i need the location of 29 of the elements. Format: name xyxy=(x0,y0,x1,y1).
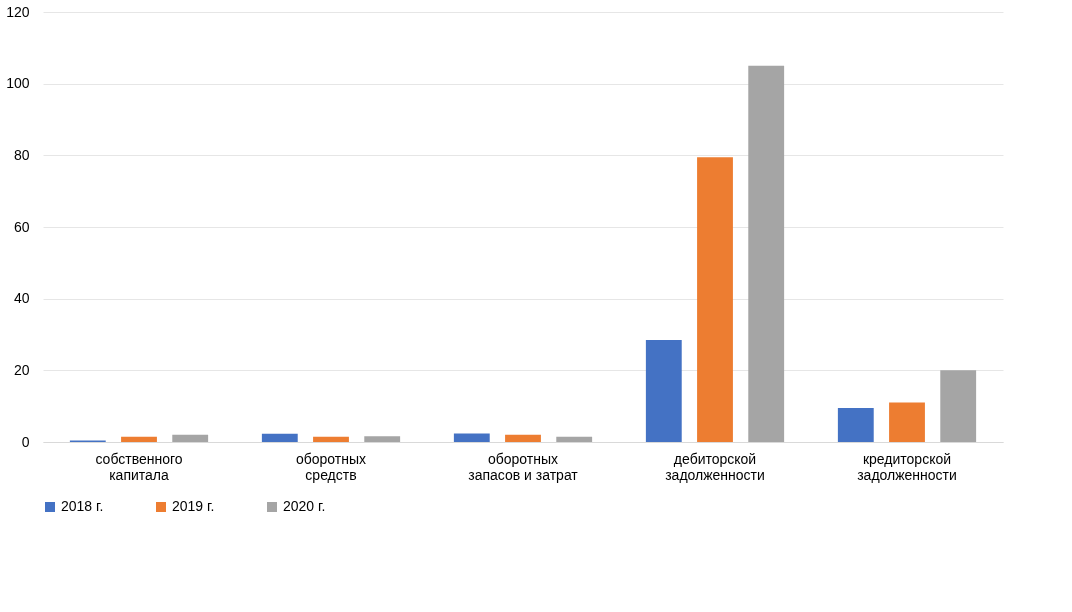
y-tick-label: 20 xyxy=(13,361,30,378)
legend-label: 2020 г. xyxy=(283,498,326,514)
bar xyxy=(313,436,349,442)
y-tick-label: 60 xyxy=(13,218,30,235)
bar xyxy=(453,433,490,442)
bar xyxy=(837,407,874,442)
legend-label: 2019 г. xyxy=(172,498,215,514)
y-tick-label: 0 xyxy=(21,433,30,450)
bar xyxy=(645,339,682,442)
bar xyxy=(172,434,209,442)
y-tick-label: 120 xyxy=(6,3,30,20)
bar xyxy=(261,433,298,442)
x-tick-label: оборотных средств xyxy=(295,450,367,483)
bar xyxy=(889,402,925,442)
bar xyxy=(697,157,733,442)
bar xyxy=(556,436,593,442)
y-tick-label: 100 xyxy=(6,75,30,92)
y-tick-label: 40 xyxy=(13,290,30,307)
bar xyxy=(364,436,401,442)
legend-label: 2018 г. xyxy=(61,498,104,514)
bar xyxy=(121,436,157,442)
bar xyxy=(748,65,785,442)
x-tick-label: собственного капитала xyxy=(95,450,183,483)
y-tick-label: 80 xyxy=(13,146,30,163)
x-tick-label: кредиторской задолженности xyxy=(857,450,957,483)
x-tick-label: дебиторской задолженности xyxy=(665,450,765,483)
bar xyxy=(505,434,541,442)
bar xyxy=(940,370,977,442)
x-tick-label: оборотных запасов и затрат xyxy=(468,450,579,483)
